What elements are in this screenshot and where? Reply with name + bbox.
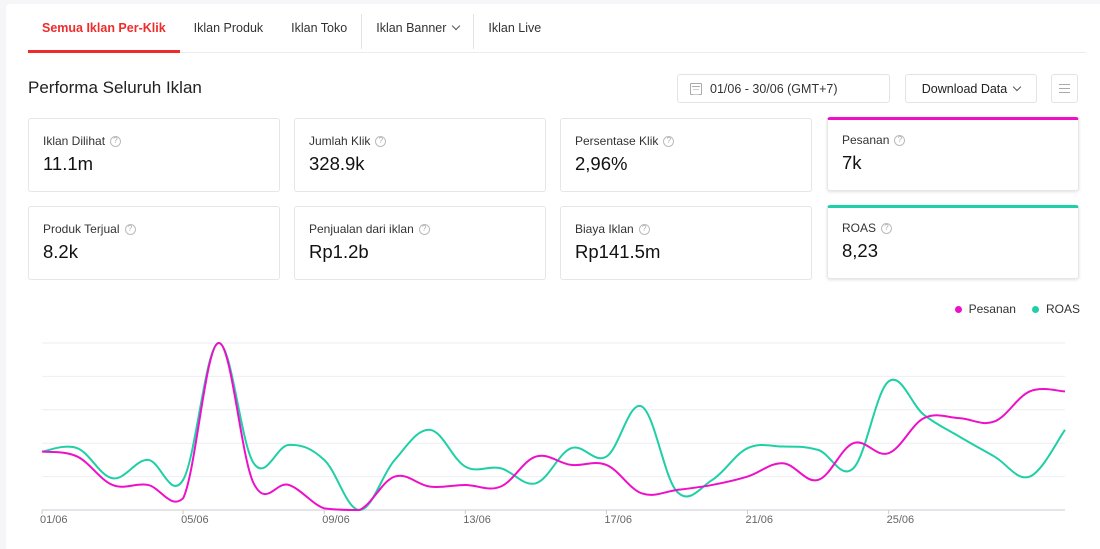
- x-tick-label: 09/06: [322, 514, 350, 526]
- menu-icon-line: [1059, 92, 1070, 93]
- x-tick-label: 05/06: [181, 514, 209, 526]
- tab-label: Iklan Live: [488, 21, 542, 35]
- download-label: Download Data: [921, 81, 1008, 96]
- metric-label: Persentase Klik: [575, 134, 659, 148]
- page-title: Performa Seluruh Iklan: [28, 78, 202, 97]
- x-tick-label: 25/06: [886, 514, 915, 526]
- date-range-picker[interactable]: 01/06 - 30/06 (GMT+7): [677, 74, 890, 103]
- metric-value: 8.2k: [43, 241, 78, 262]
- help-icon[interactable]: ?: [638, 223, 650, 235]
- tab-divider: [473, 14, 475, 49]
- metric-label: Jumlah Klik: [309, 134, 371, 148]
- metric-label: Pesanan: [842, 133, 890, 147]
- series-line-roas[interactable]: [41, 341, 1066, 511]
- ads-performance-panel: Semua Iklan Per-Klik Iklan Produk Iklan …: [6, 4, 1100, 549]
- help-icon[interactable]: ?: [663, 135, 675, 147]
- tab-label: Iklan Produk: [193, 21, 264, 35]
- legend-label: ROAS: [1045, 302, 1080, 316]
- help-icon[interactable]: ?: [894, 134, 906, 146]
- metric-label: Penjualan dari iklan: [309, 222, 414, 236]
- metric-card-roas[interactable]: ROAS? 8,23: [827, 205, 1079, 279]
- metric-card-penjualan-dari-iklan[interactable]: Penjualan dari iklan? Rp1.2b: [294, 206, 546, 280]
- metric-card-iklan-dilihat[interactable]: Iklan Dilihat? 11.1m: [28, 118, 280, 192]
- calendar-icon: [690, 82, 702, 95]
- chart-legend: Pesanan ROAS: [954, 302, 1080, 316]
- ad-type-tabs: Semua Iklan Per-Klik Iklan Produk Iklan …: [28, 4, 1086, 53]
- tab-label: Iklan Banner: [376, 21, 447, 35]
- series-line-pesanan[interactable]: [41, 341, 1066, 511]
- metric-label: Biaya Iklan: [575, 222, 634, 236]
- metric-card-pesanan[interactable]: Pesanan? 7k: [827, 117, 1079, 191]
- tab-iklan-banner[interactable]: Iklan Banner: [362, 4, 473, 52]
- metric-card-biaya-iklan[interactable]: Biaya Iklan? Rp141.5m: [560, 206, 812, 280]
- help-icon[interactable]: ?: [124, 223, 136, 235]
- metric-card-produk-terjual[interactable]: Produk Terjual? 8.2k: [28, 206, 280, 280]
- tab-divider: [361, 14, 363, 49]
- tab-iklan-toko[interactable]: Iklan Toko: [277, 4, 361, 52]
- metric-card-persentase-klik[interactable]: Persentase Klik? 2,96%: [560, 118, 812, 192]
- x-tick-label: 17/06: [604, 514, 632, 526]
- x-tick-label: 21/06: [745, 514, 774, 526]
- menu-icon-line: [1059, 84, 1070, 85]
- metric-label: ROAS: [842, 221, 877, 235]
- legend-dot-icon: [954, 305, 962, 313]
- x-tick-label: 13/06: [463, 514, 491, 526]
- metric-value: 328.9k: [309, 153, 365, 174]
- download-data-button[interactable]: Download Data: [905, 74, 1037, 103]
- metric-label: Produk Terjual: [43, 222, 120, 236]
- metric-value: Rp141.5m: [575, 241, 661, 262]
- performance-line-chart[interactable]: [6, 4, 1100, 549]
- metric-value: Rp1.2b: [309, 241, 369, 262]
- help-icon[interactable]: ?: [418, 223, 430, 235]
- menu-button[interactable]: [1051, 74, 1078, 103]
- tab-iklan-produk[interactable]: Iklan Produk: [180, 4, 277, 52]
- tab-label: Iklan Toko: [291, 21, 348, 35]
- metric-card-jumlah-klik[interactable]: Jumlah Klik? 328.9k: [294, 118, 546, 192]
- help-icon[interactable]: ?: [110, 135, 122, 147]
- tab-semua-iklan-per-klik[interactable]: Semua Iklan Per-Klik: [28, 4, 180, 53]
- legend-item-pesanan[interactable]: Pesanan: [954, 302, 1016, 316]
- legend-dot-icon: [1031, 305, 1039, 313]
- help-icon[interactable]: ?: [375, 135, 387, 147]
- metric-label: Iklan Dilihat: [43, 134, 106, 148]
- tab-iklan-live[interactable]: Iklan Live: [474, 4, 555, 52]
- tab-label: Semua Iklan Per-Klik: [42, 21, 166, 35]
- date-range-text: 01/06 - 30/06 (GMT+7): [710, 81, 838, 96]
- metric-value: 11.1m: [43, 153, 94, 174]
- metric-value: 7k: [842, 152, 862, 173]
- metric-value: 8,23: [842, 240, 879, 261]
- legend-label: Pesanan: [968, 302, 1016, 316]
- x-tick-label: 01/06: [40, 514, 68, 526]
- help-icon[interactable]: ?: [881, 222, 893, 234]
- menu-icon-line: [1059, 88, 1070, 89]
- legend-item-roas[interactable]: ROAS: [1031, 302, 1080, 316]
- metric-value: 2,96%: [575, 153, 628, 174]
